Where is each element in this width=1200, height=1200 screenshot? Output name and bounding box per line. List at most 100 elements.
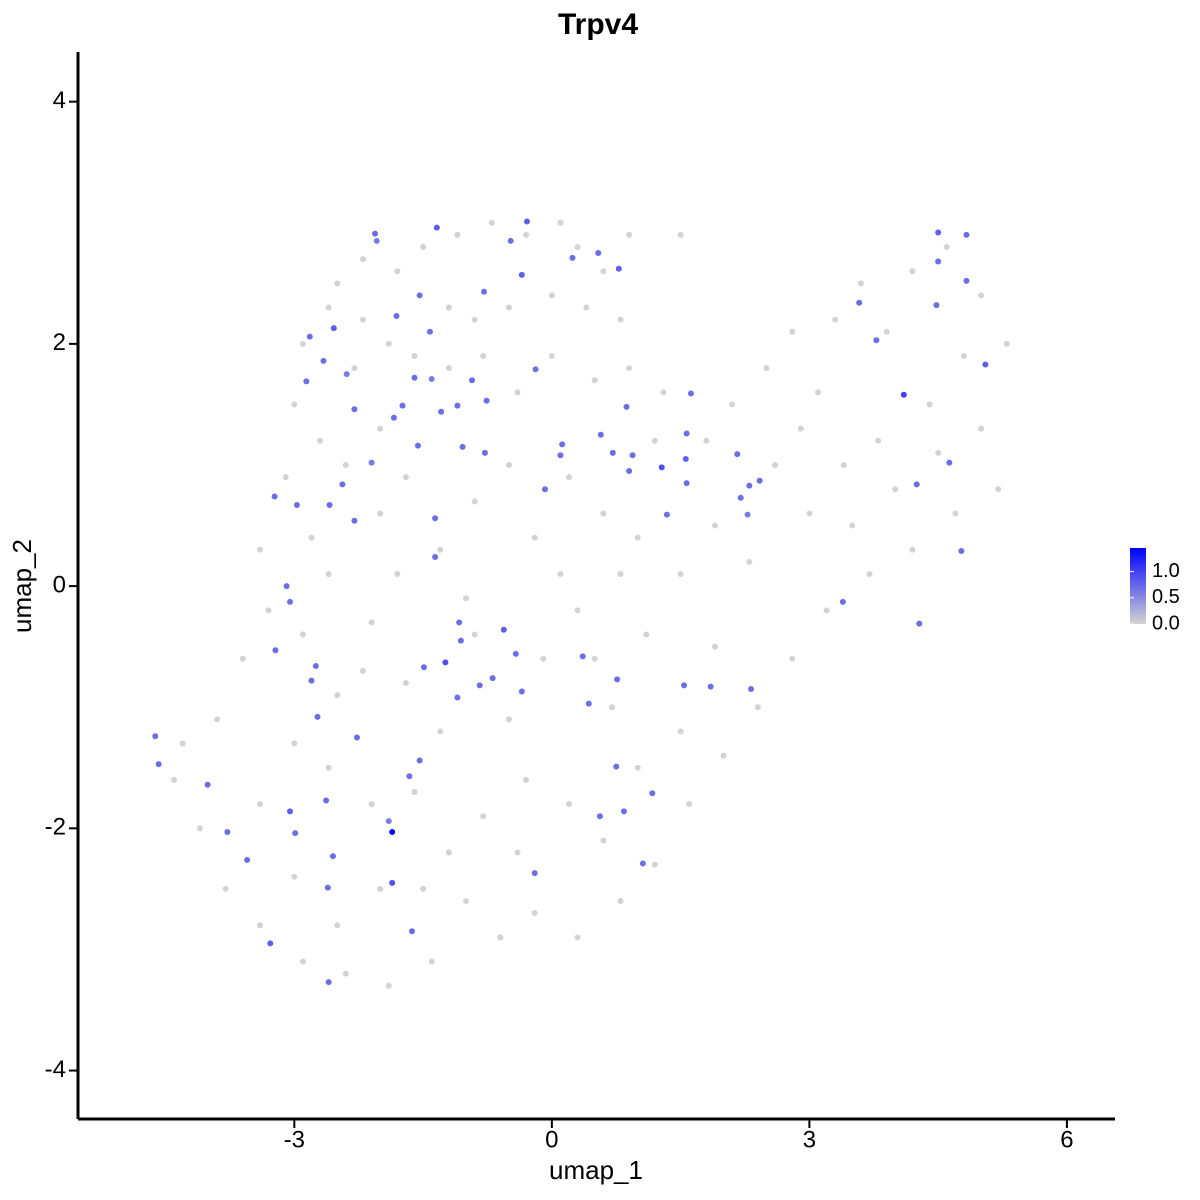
point (613, 763, 620, 770)
point (463, 897, 470, 904)
point (849, 522, 856, 529)
point (393, 313, 400, 320)
point (935, 449, 942, 456)
point (483, 397, 490, 404)
point (317, 437, 324, 444)
point (909, 546, 916, 553)
point (557, 452, 564, 459)
point (320, 357, 327, 364)
colorbar (1130, 548, 1146, 624)
point (892, 486, 899, 493)
point (748, 686, 755, 693)
point (299, 340, 306, 347)
point (935, 229, 942, 236)
point (437, 546, 444, 553)
point (926, 401, 933, 408)
point (617, 570, 624, 577)
point (608, 704, 615, 711)
chart-title: Trpv4 (558, 8, 638, 41)
point (287, 598, 294, 605)
point (438, 408, 445, 415)
point (913, 481, 920, 488)
point (454, 231, 461, 238)
point (832, 316, 839, 323)
point (643, 631, 650, 638)
point (457, 637, 464, 644)
point (649, 790, 656, 797)
point (244, 856, 251, 863)
point (540, 655, 547, 662)
point (399, 402, 406, 409)
point (330, 325, 337, 332)
point (559, 441, 566, 448)
point (677, 570, 684, 577)
point (772, 461, 779, 468)
point (343, 371, 350, 378)
point (323, 797, 330, 804)
x-tick-label: -3 (284, 1126, 305, 1153)
y-tick-label: -4 (45, 1056, 66, 1083)
point (634, 764, 641, 771)
point (591, 655, 598, 662)
point (325, 304, 332, 311)
point (303, 378, 310, 385)
point (900, 391, 907, 398)
point (324, 884, 331, 891)
point (720, 752, 727, 759)
point (389, 879, 396, 886)
point (946, 459, 953, 466)
point (597, 431, 604, 438)
point (402, 474, 409, 481)
point (614, 676, 621, 683)
point (411, 352, 418, 359)
point (214, 716, 221, 723)
point (385, 982, 392, 989)
point (518, 688, 525, 695)
point (746, 558, 753, 565)
point (390, 414, 397, 421)
point (617, 316, 624, 323)
point (414, 442, 421, 449)
point (428, 958, 435, 965)
point (416, 757, 423, 764)
point (334, 280, 341, 287)
point (531, 910, 538, 917)
point (480, 813, 487, 820)
y-tick-label: -2 (45, 814, 66, 841)
x-tick-label: 3 (803, 1126, 816, 1153)
point (394, 268, 401, 275)
point (283, 583, 290, 590)
point (471, 631, 478, 638)
point (711, 643, 718, 650)
point (952, 510, 959, 517)
point (609, 449, 616, 456)
point (615, 265, 622, 272)
point (171, 776, 178, 783)
point (585, 700, 592, 707)
point (372, 230, 379, 237)
point (909, 268, 916, 275)
point (272, 647, 279, 654)
point (224, 828, 231, 835)
point (385, 818, 392, 825)
point (677, 728, 684, 735)
point (663, 511, 670, 518)
point (445, 304, 452, 311)
point (293, 501, 300, 508)
point (875, 437, 882, 444)
point (326, 501, 333, 508)
point (963, 231, 970, 238)
point (463, 595, 470, 602)
point (433, 224, 440, 231)
point (312, 663, 319, 670)
point (566, 801, 573, 808)
point (368, 619, 375, 626)
point (683, 430, 690, 437)
point (687, 390, 694, 397)
point (856, 299, 863, 306)
point (548, 292, 555, 299)
point (651, 861, 658, 868)
point (454, 694, 461, 701)
point (287, 808, 294, 815)
